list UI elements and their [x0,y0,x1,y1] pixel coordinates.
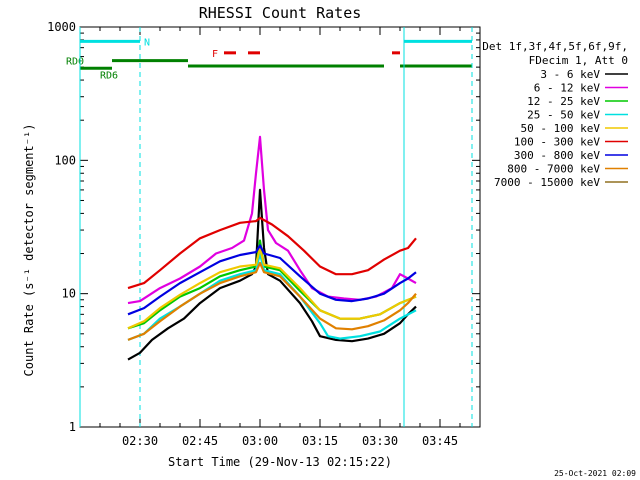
attenuator-vertical-lines [79,27,473,427]
x-tick-label: 02:45 [182,434,218,448]
legend: Det 1f,3f,4f,5f,6f,9f, FDecim 1, Att 0 3… [482,40,628,189]
legend-entry-label: 6 - 12 keV [534,82,601,95]
legend-entry-label: 100 - 300 keV [514,136,600,149]
series-line [127,135,417,305]
y-axis-label: Count Rate (s⁻¹ detector segment⁻¹) [22,124,36,377]
series-lines [127,135,417,361]
x-tick-label: 02:30 [122,434,158,448]
x-tick-label: 03:45 [422,434,458,448]
state-label-rd0: RD0 [66,57,84,68]
state-indicator-bars: N RD0 RD6 F [66,37,472,81]
state-label-f: F [212,49,218,60]
x-axis-label: Start Time (29-Nov-13 02:15:22) [168,455,392,469]
series-line [127,188,417,361]
y-tick-label: 100 [54,153,76,167]
y-tick-label: 1 [69,420,76,434]
series-line [127,246,417,330]
y-axis-ticks: 1 10 100 1000 [47,20,480,434]
x-tick-label: 03:30 [362,434,398,448]
state-label-rd6: RD6 [100,70,118,81]
x-axis-ticks: 02:30 02:45 03:00 03:15 03:30 03:45 [99,27,481,448]
chart-title: RHESSI Count Rates [199,4,362,22]
series-line [127,216,417,290]
legend-entry-label: 25 - 50 keV [527,109,600,122]
y-tick-label: 10 [62,287,76,301]
y-tick-label: 1000 [47,20,76,34]
legend-entry-label: 3 - 6 keV [540,68,600,81]
legend-entry-label: 50 - 100 keV [521,122,601,135]
legend-header-line-2: FDecim 1, Att 0 [529,54,628,67]
x-tick-label: 03:15 [302,434,338,448]
x-tick-label: 03:00 [242,434,278,448]
legend-entry-label: 800 - 7000 keV [507,163,600,176]
legend-entry-label: 12 - 25 keV [527,95,600,108]
legend-header-line-1: Det 1f,3f,4f,5f,6f,9f, [482,40,628,53]
date-stamp: 25-Oct-2021 02:09 [554,469,636,478]
legend-entry-label: 300 - 800 keV [514,149,600,162]
series-line [127,244,417,316]
series-line [127,261,417,341]
state-label-n: N [144,37,150,48]
legend-entry-label: 7000 - 15000 keV [494,176,600,189]
